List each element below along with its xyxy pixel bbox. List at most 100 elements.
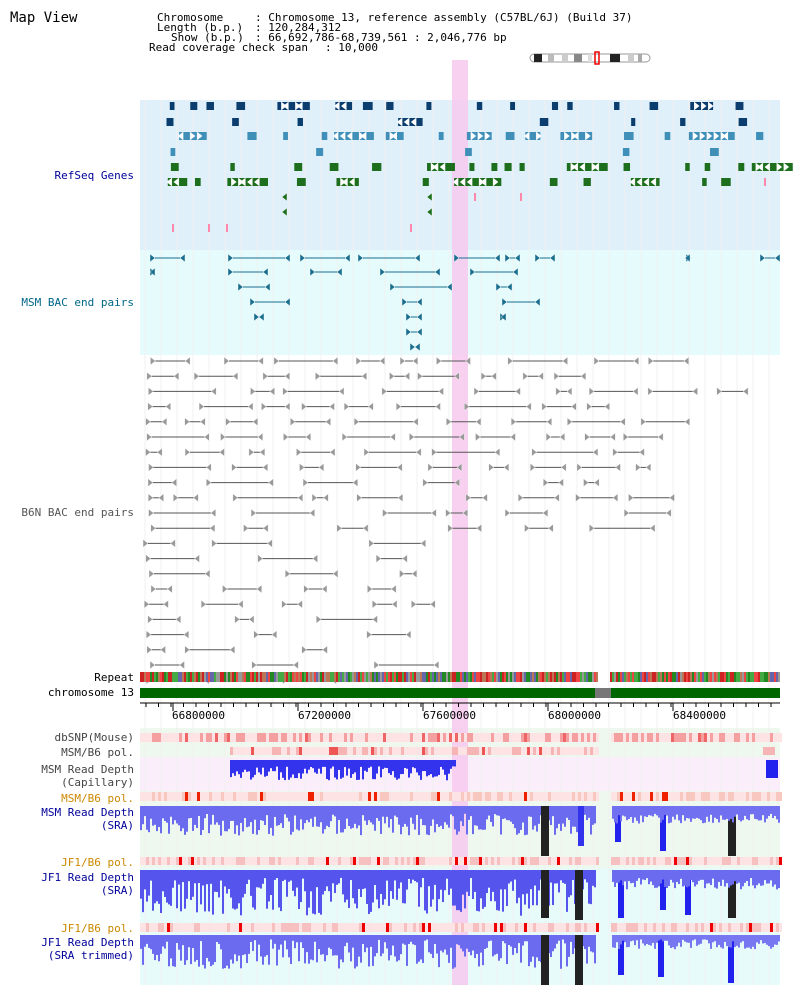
track-label-repeat[interactable]: Repeat	[94, 671, 134, 684]
depth-bar	[346, 760, 348, 776]
track-label-dbsnp[interactable]: dbSNP(Mouse)	[54, 731, 134, 744]
polymorphism-cell	[368, 923, 371, 932]
polymorphism-cell	[548, 857, 551, 865]
polymorphism-cell	[434, 733, 437, 742]
depth-bar	[394, 806, 396, 816]
b6n-bac-track	[142, 356, 749, 685]
depth-bar	[388, 760, 390, 774]
polymorphism-cell	[419, 923, 422, 932]
chromosome-ideogram-icon[interactable]	[528, 51, 652, 65]
track-label-chromosome[interactable]: chromosome 13	[47, 686, 134, 699]
depth-bar	[436, 870, 438, 912]
track-label-msm-pol-2[interactable]: MSM/B6 pol.	[61, 792, 134, 805]
depth-bar	[754, 806, 756, 819]
depth-bar	[650, 935, 652, 946]
polymorphism-cell	[617, 733, 620, 742]
depth-bar	[566, 806, 568, 818]
track-label-refseq[interactable]: RefSeq Genes	[54, 169, 134, 182]
depth-bar	[564, 935, 566, 944]
track-label-msm-depth-sra-1[interactable]: MSM Read Depth	[41, 806, 134, 819]
polymorphism-cell	[290, 792, 293, 801]
depth-bar	[192, 935, 194, 949]
depth-bar	[212, 870, 214, 915]
track-label-jf1-pol-1[interactable]: JF1/B6 pol.	[61, 856, 134, 869]
depth-bar	[712, 870, 714, 879]
track-label-msm-depth-cap-2[interactable]: (Capillary)	[61, 776, 134, 789]
polymorphism-cell	[419, 792, 422, 801]
depth-bar	[324, 870, 326, 891]
polymorphism-cell	[533, 923, 536, 932]
polymorphism-cell	[320, 923, 323, 932]
depth-bar	[326, 760, 328, 780]
polymorphism-cell	[623, 923, 626, 932]
repeat-segment	[714, 672, 716, 682]
track-label-jf1-depth-sra-1[interactable]: JF1 Read Depth	[41, 871, 134, 884]
polymorphism-cell	[572, 747, 575, 755]
polymorphism-cell	[296, 792, 299, 801]
polymorphism-cell	[665, 733, 668, 742]
depth-bar	[186, 806, 188, 832]
polymorphism-cell	[686, 923, 689, 932]
polymorphism-cell	[347, 923, 350, 932]
gene-strand-arrow	[579, 162, 586, 172]
bac-end-arrow	[284, 253, 291, 263]
depth-bar	[302, 760, 304, 774]
depth-bar	[504, 935, 506, 944]
depth-bar	[372, 935, 374, 966]
polymorphism-cell	[521, 857, 524, 865]
track-label-jf1-depth-sra-2[interactable]: (SRA)	[100, 884, 134, 897]
polymorphism-cell	[497, 733, 500, 742]
polymorphism-cell	[230, 733, 233, 742]
depth-bar	[760, 935, 762, 941]
polymorphism-cell	[395, 923, 398, 932]
bac-end-arrow	[438, 386, 444, 396]
depth-bar	[498, 935, 500, 961]
polymorphism-cell	[350, 733, 353, 742]
repeat-segment	[426, 672, 428, 682]
bac-end-arrow	[332, 569, 339, 579]
repeat-segment	[636, 672, 638, 682]
polymorphism-cell	[512, 733, 515, 742]
depth-bar	[410, 935, 412, 942]
bac-end-arrow	[283, 432, 289, 442]
track-label-b6n-bac[interactable]: B6N BAC end pairs	[21, 506, 134, 519]
depth-bar	[442, 935, 444, 953]
bac-end-arrow	[264, 282, 271, 292]
track-label-msm-depth-cap-1[interactable]: MSM Read Depth	[41, 763, 134, 776]
polymorphism-cell	[266, 733, 269, 742]
polymorphism-cell	[710, 857, 713, 865]
repeat-segment	[516, 672, 518, 682]
track-label-msm-bac[interactable]: MSM BAC end pairs	[21, 296, 134, 309]
repeat-segment	[752, 672, 754, 682]
depth-bar	[666, 806, 668, 816]
polymorphism-cell	[338, 747, 341, 755]
depth-bar	[164, 870, 166, 897]
depth-bar	[466, 870, 468, 892]
depth-bar	[396, 870, 398, 900]
repeat-segment	[634, 672, 636, 682]
depth-bar	[362, 870, 364, 890]
polymorphism-cell	[509, 857, 512, 865]
track-label-jf1-depth-trim-1[interactable]: JF1 Read Depth	[41, 936, 134, 949]
polymorphism-cell	[194, 733, 197, 742]
gene-strand-arrow	[699, 131, 706, 141]
gene-block	[190, 102, 198, 110]
depth-bar	[490, 870, 492, 902]
depth-bar	[146, 870, 148, 902]
track-label-jf1-pol-2[interactable]: JF1/B6 pol.	[61, 922, 134, 935]
track-label-msm-pol-1[interactable]: MSM/B6 pol.	[61, 746, 134, 759]
polymorphism-cell	[290, 747, 293, 755]
depth-bar	[440, 760, 442, 767]
repeat-segment	[398, 672, 400, 682]
track-label-msm-depth-sra-2[interactable]: (SRA)	[100, 819, 134, 832]
repeat-segment	[754, 672, 756, 682]
polymorphism-cell	[743, 792, 746, 801]
depth-bar	[696, 870, 698, 885]
polymorphism-cell	[305, 747, 308, 755]
polymorphism-cell	[434, 747, 437, 755]
track-label-jf1-depth-trim-2[interactable]: (SRA trimmed)	[47, 949, 134, 962]
polymorphism-cell	[317, 792, 320, 801]
depth-bar	[722, 935, 724, 949]
depth-bar	[626, 935, 628, 948]
